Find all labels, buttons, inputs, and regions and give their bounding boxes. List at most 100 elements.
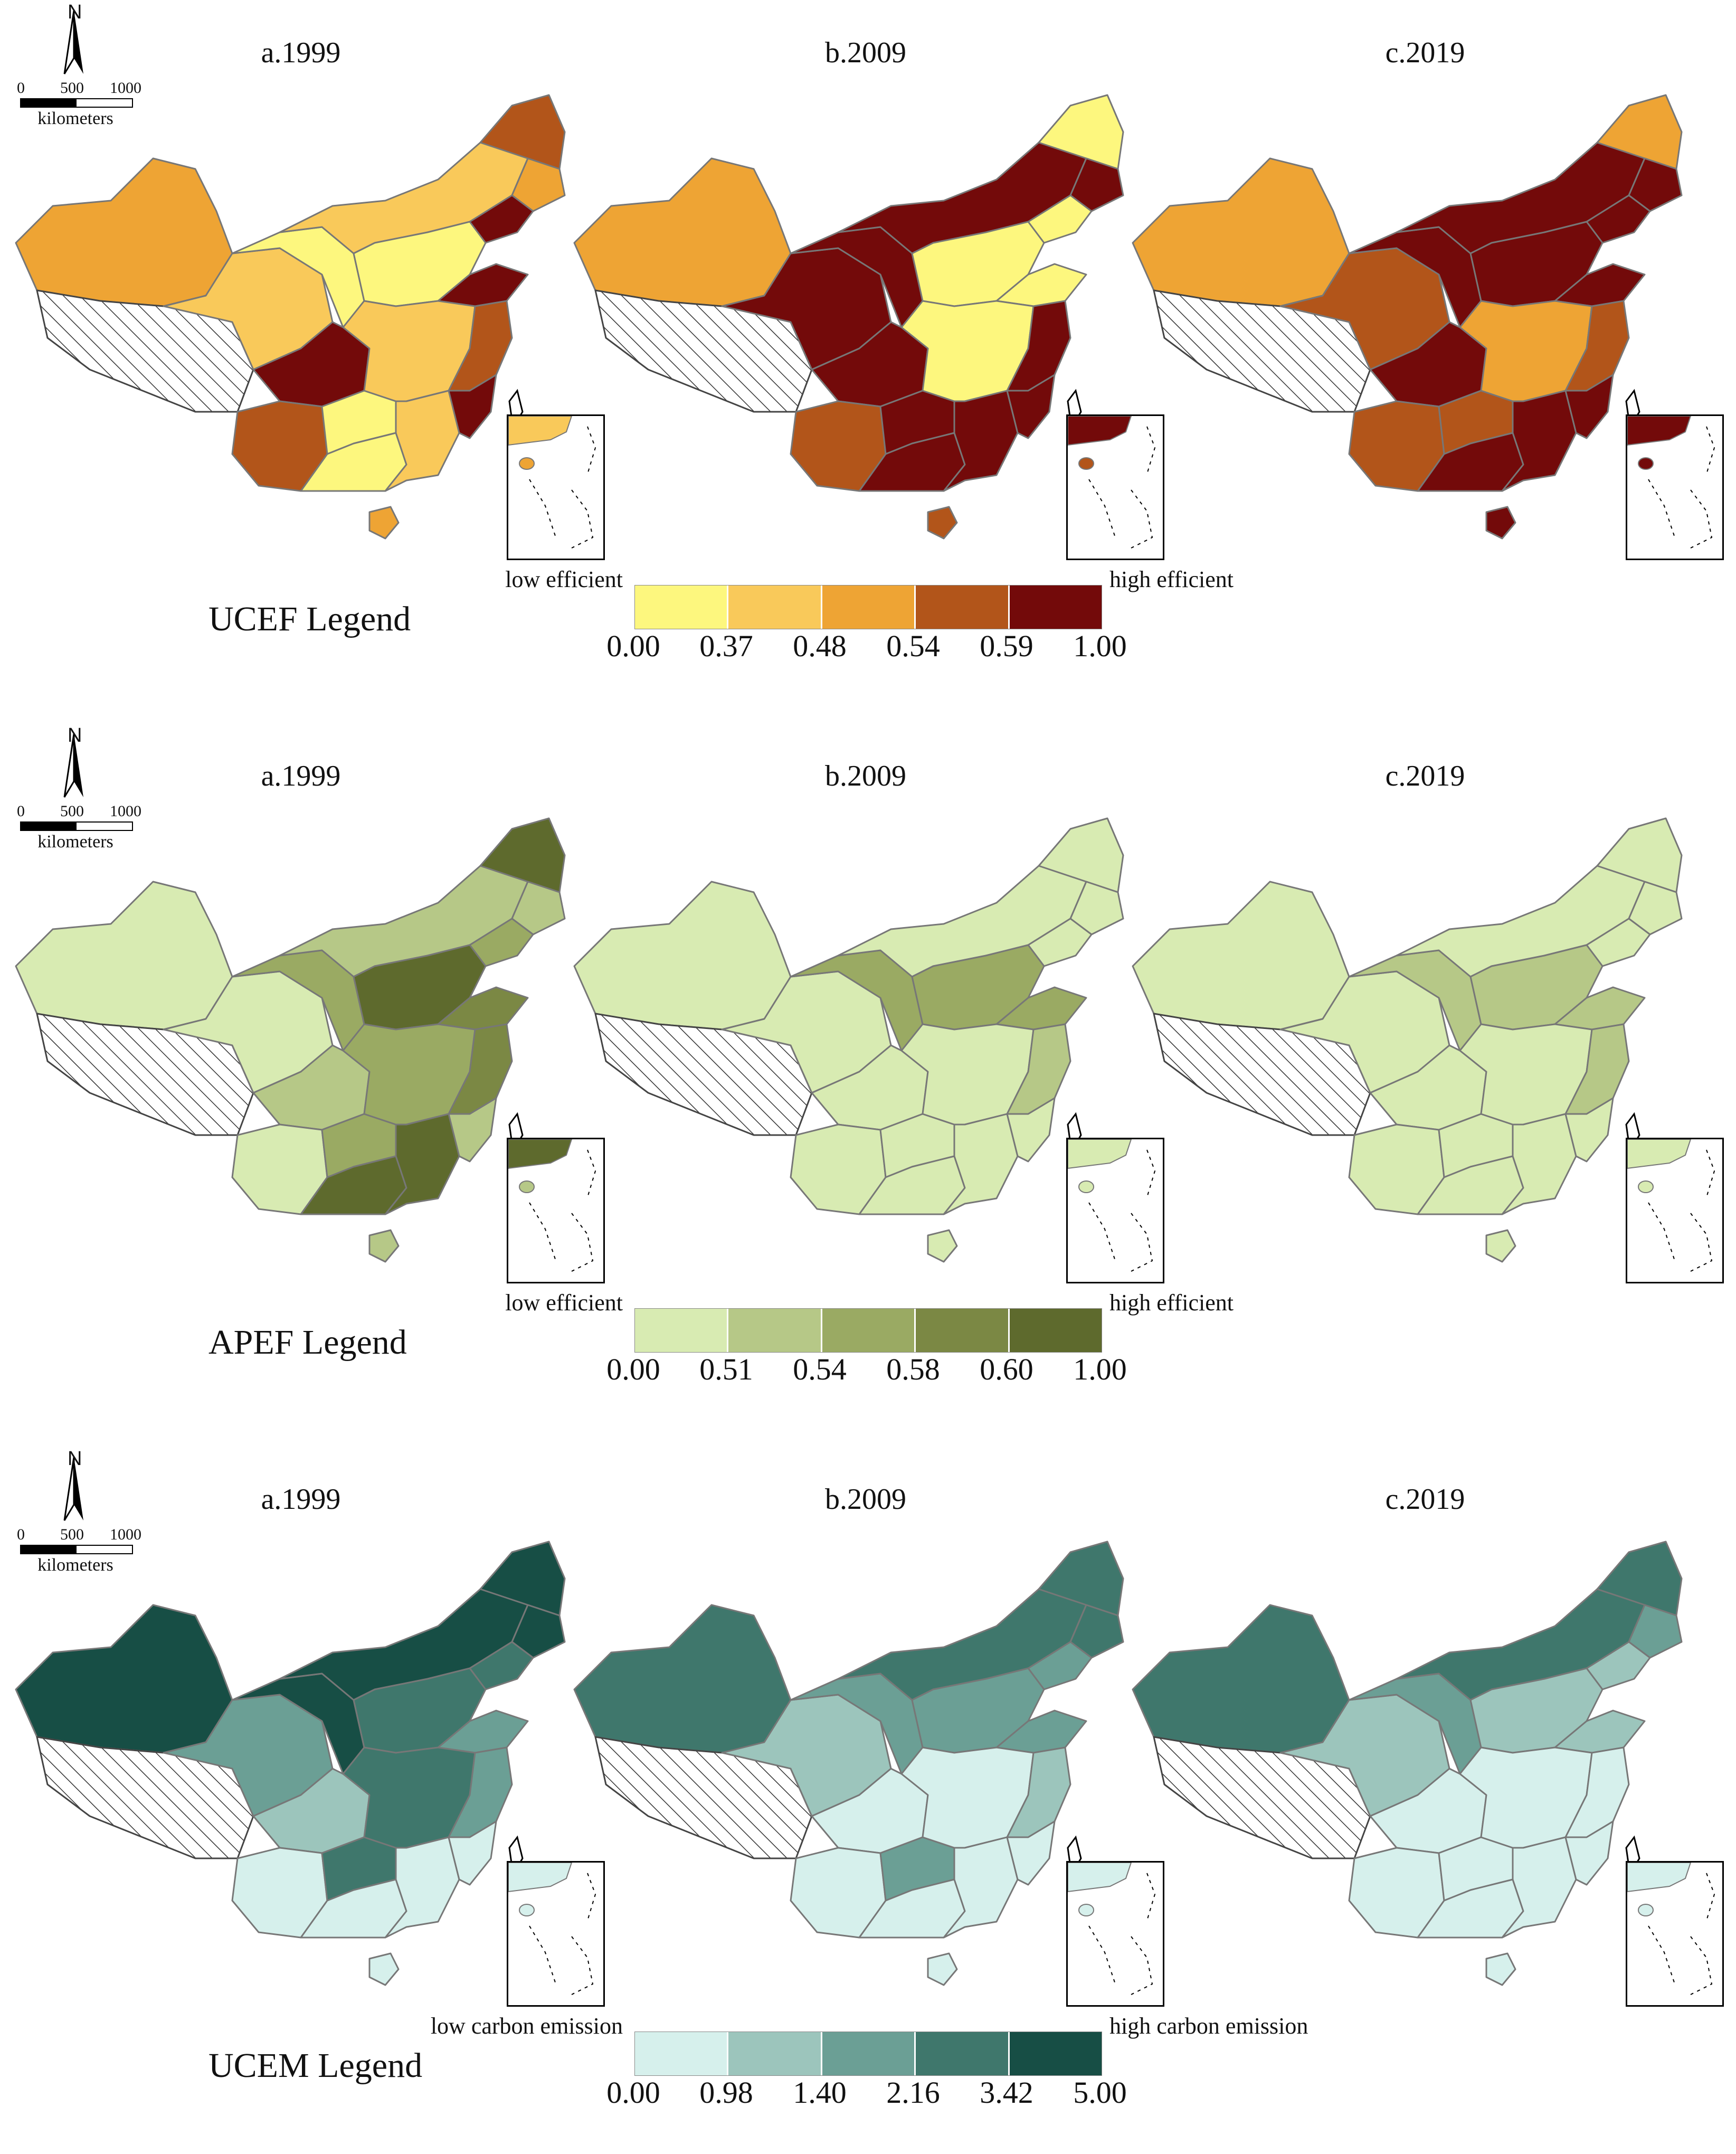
panel-title: c.2019 bbox=[1385, 36, 1465, 69]
inset-mainland bbox=[1068, 1863, 1132, 1893]
legend-swatch bbox=[916, 1309, 1010, 1352]
legend-low-label: low efficient bbox=[505, 566, 623, 592]
region-fujian bbox=[1564, 1097, 1614, 1163]
scale-tick: 0 bbox=[17, 802, 25, 820]
region-tibet bbox=[36, 1013, 254, 1136]
region-xinjiang bbox=[573, 157, 792, 307]
legend-swatch bbox=[728, 585, 822, 629]
choropleth-map bbox=[1132, 817, 1683, 1263]
choropleth-map bbox=[573, 817, 1124, 1263]
legend-ticks: 0.00 0.51 0.54 0.58 0.60 1.00 bbox=[606, 1352, 1135, 1388]
region-fujian bbox=[448, 1097, 497, 1163]
legend-swatch bbox=[822, 1309, 916, 1352]
region-guangdong bbox=[943, 1113, 1019, 1215]
inset-boundary-line bbox=[529, 1149, 596, 1272]
region-fujian bbox=[448, 374, 497, 439]
legend-swatch bbox=[916, 2032, 1010, 2075]
region-hainan bbox=[1485, 506, 1516, 540]
choropleth-map bbox=[15, 1541, 566, 1986]
inset-mainland bbox=[1627, 416, 1692, 446]
region-fujian bbox=[1006, 374, 1056, 439]
region-tibet bbox=[36, 1736, 254, 1859]
region-tibet bbox=[36, 289, 254, 413]
legend-swatch bbox=[635, 1309, 729, 1352]
legend-ticks: 0.00 0.37 0.48 0.54 0.59 1.00 bbox=[606, 628, 1135, 665]
scale-tick: 0 bbox=[17, 79, 25, 97]
inset-mainland bbox=[508, 416, 573, 446]
panel-title: a.1999 bbox=[261, 36, 341, 69]
scale-tick: 500 bbox=[60, 802, 84, 820]
scale-unit: kilometers bbox=[37, 109, 113, 128]
scale-bar: 0 500 1000 kilometers bbox=[17, 79, 152, 129]
legend-tick: 5.00 bbox=[1073, 2075, 1127, 2110]
inset-mainland bbox=[1068, 416, 1132, 446]
legend-swatch bbox=[635, 585, 729, 629]
inset-hainan bbox=[1638, 1904, 1654, 1916]
panel-title: b.2009 bbox=[825, 760, 906, 792]
choropleth-map bbox=[573, 1541, 1124, 1986]
region-hainan bbox=[1485, 1229, 1516, 1263]
legend-swatch bbox=[1009, 2032, 1102, 2075]
legend-tick: 0.48 bbox=[793, 629, 847, 663]
legend-ticks: 0.00 0.98 1.40 2.16 3.42 5.00 bbox=[606, 2075, 1135, 2112]
region-qinghai bbox=[163, 247, 334, 371]
legend-low-label: low efficient bbox=[505, 1290, 623, 1316]
legend-high-label: high efficient bbox=[1109, 1290, 1234, 1316]
panel-title: c.2019 bbox=[1385, 1483, 1465, 1516]
south-china-sea-inset bbox=[1066, 1861, 1164, 2007]
south-china-sea-inset bbox=[507, 1138, 605, 1283]
region-fujian bbox=[448, 1820, 497, 1886]
panel-title: a.1999 bbox=[261, 760, 341, 792]
inset-hainan bbox=[1078, 1904, 1094, 1916]
inset-boundary-line bbox=[1088, 1873, 1156, 1995]
inset-hainan bbox=[519, 1904, 535, 1916]
legend-tick: 0.58 bbox=[886, 1352, 940, 1386]
legend-high-label: high carbon emission bbox=[1109, 2013, 1308, 2039]
inset-boundary-line bbox=[1648, 1149, 1715, 1272]
north-arrow-icon bbox=[63, 1457, 83, 1521]
legend-swatch bbox=[1009, 585, 1102, 629]
panel-title: b.2009 bbox=[825, 36, 906, 69]
region-hainan bbox=[368, 506, 400, 540]
region-qinghai bbox=[1279, 247, 1450, 371]
legend-swatch bbox=[916, 585, 1010, 629]
region-qinghai bbox=[721, 1694, 892, 1817]
legend-tick: 2.16 bbox=[886, 2075, 940, 2110]
region-tibet bbox=[1153, 1013, 1371, 1136]
inset-hainan bbox=[1638, 457, 1654, 470]
north-label: N bbox=[68, 1, 82, 23]
region-xinjiang bbox=[1132, 157, 1350, 307]
inset-hainan bbox=[519, 457, 535, 470]
south-china-sea-inset bbox=[1066, 414, 1164, 560]
region-tibet bbox=[1153, 1736, 1371, 1859]
legend-name: APEF Legend bbox=[208, 1323, 407, 1362]
inset-hainan bbox=[1638, 1180, 1654, 1193]
legend-tick: 1.00 bbox=[1073, 1352, 1127, 1386]
region-qinghai bbox=[1279, 970, 1450, 1094]
region-tibet bbox=[594, 1013, 813, 1136]
north-arrow-icon bbox=[63, 733, 83, 798]
inset-boundary-line bbox=[1648, 426, 1715, 549]
region-guangdong bbox=[1501, 390, 1577, 492]
scale-bar: 0 500 1000 kilometers bbox=[17, 1526, 152, 1575]
region-xinjiang bbox=[15, 1604, 233, 1754]
legend-swatch bbox=[1009, 1309, 1102, 1352]
legend-low-label: low carbon emission bbox=[430, 2013, 623, 2039]
inset-mainland bbox=[1068, 1139, 1132, 1169]
legend-tick: 0.00 bbox=[606, 2075, 660, 2110]
scale-bar: 0 500 1000 kilometers bbox=[17, 802, 152, 852]
region-xinjiang bbox=[15, 157, 233, 307]
inset-hainan bbox=[1078, 1180, 1094, 1193]
north-label: N bbox=[68, 1448, 82, 1470]
scale-tick: 1000 bbox=[110, 1526, 141, 1543]
scale-unit: kilometers bbox=[37, 832, 113, 852]
region-hainan bbox=[927, 506, 958, 540]
legend-color-bar bbox=[634, 585, 1102, 629]
section-ucef: N 0 500 1000 kilometers a.1999 b.2009 c.… bbox=[0, 0, 1736, 707]
legend-tick: 1.00 bbox=[1073, 629, 1127, 663]
region-fujian bbox=[1564, 1820, 1614, 1886]
scale-tick: 1000 bbox=[110, 802, 141, 820]
panel-title: a.1999 bbox=[261, 1483, 341, 1516]
region-qinghai bbox=[721, 970, 892, 1094]
region-qinghai bbox=[163, 1694, 334, 1817]
